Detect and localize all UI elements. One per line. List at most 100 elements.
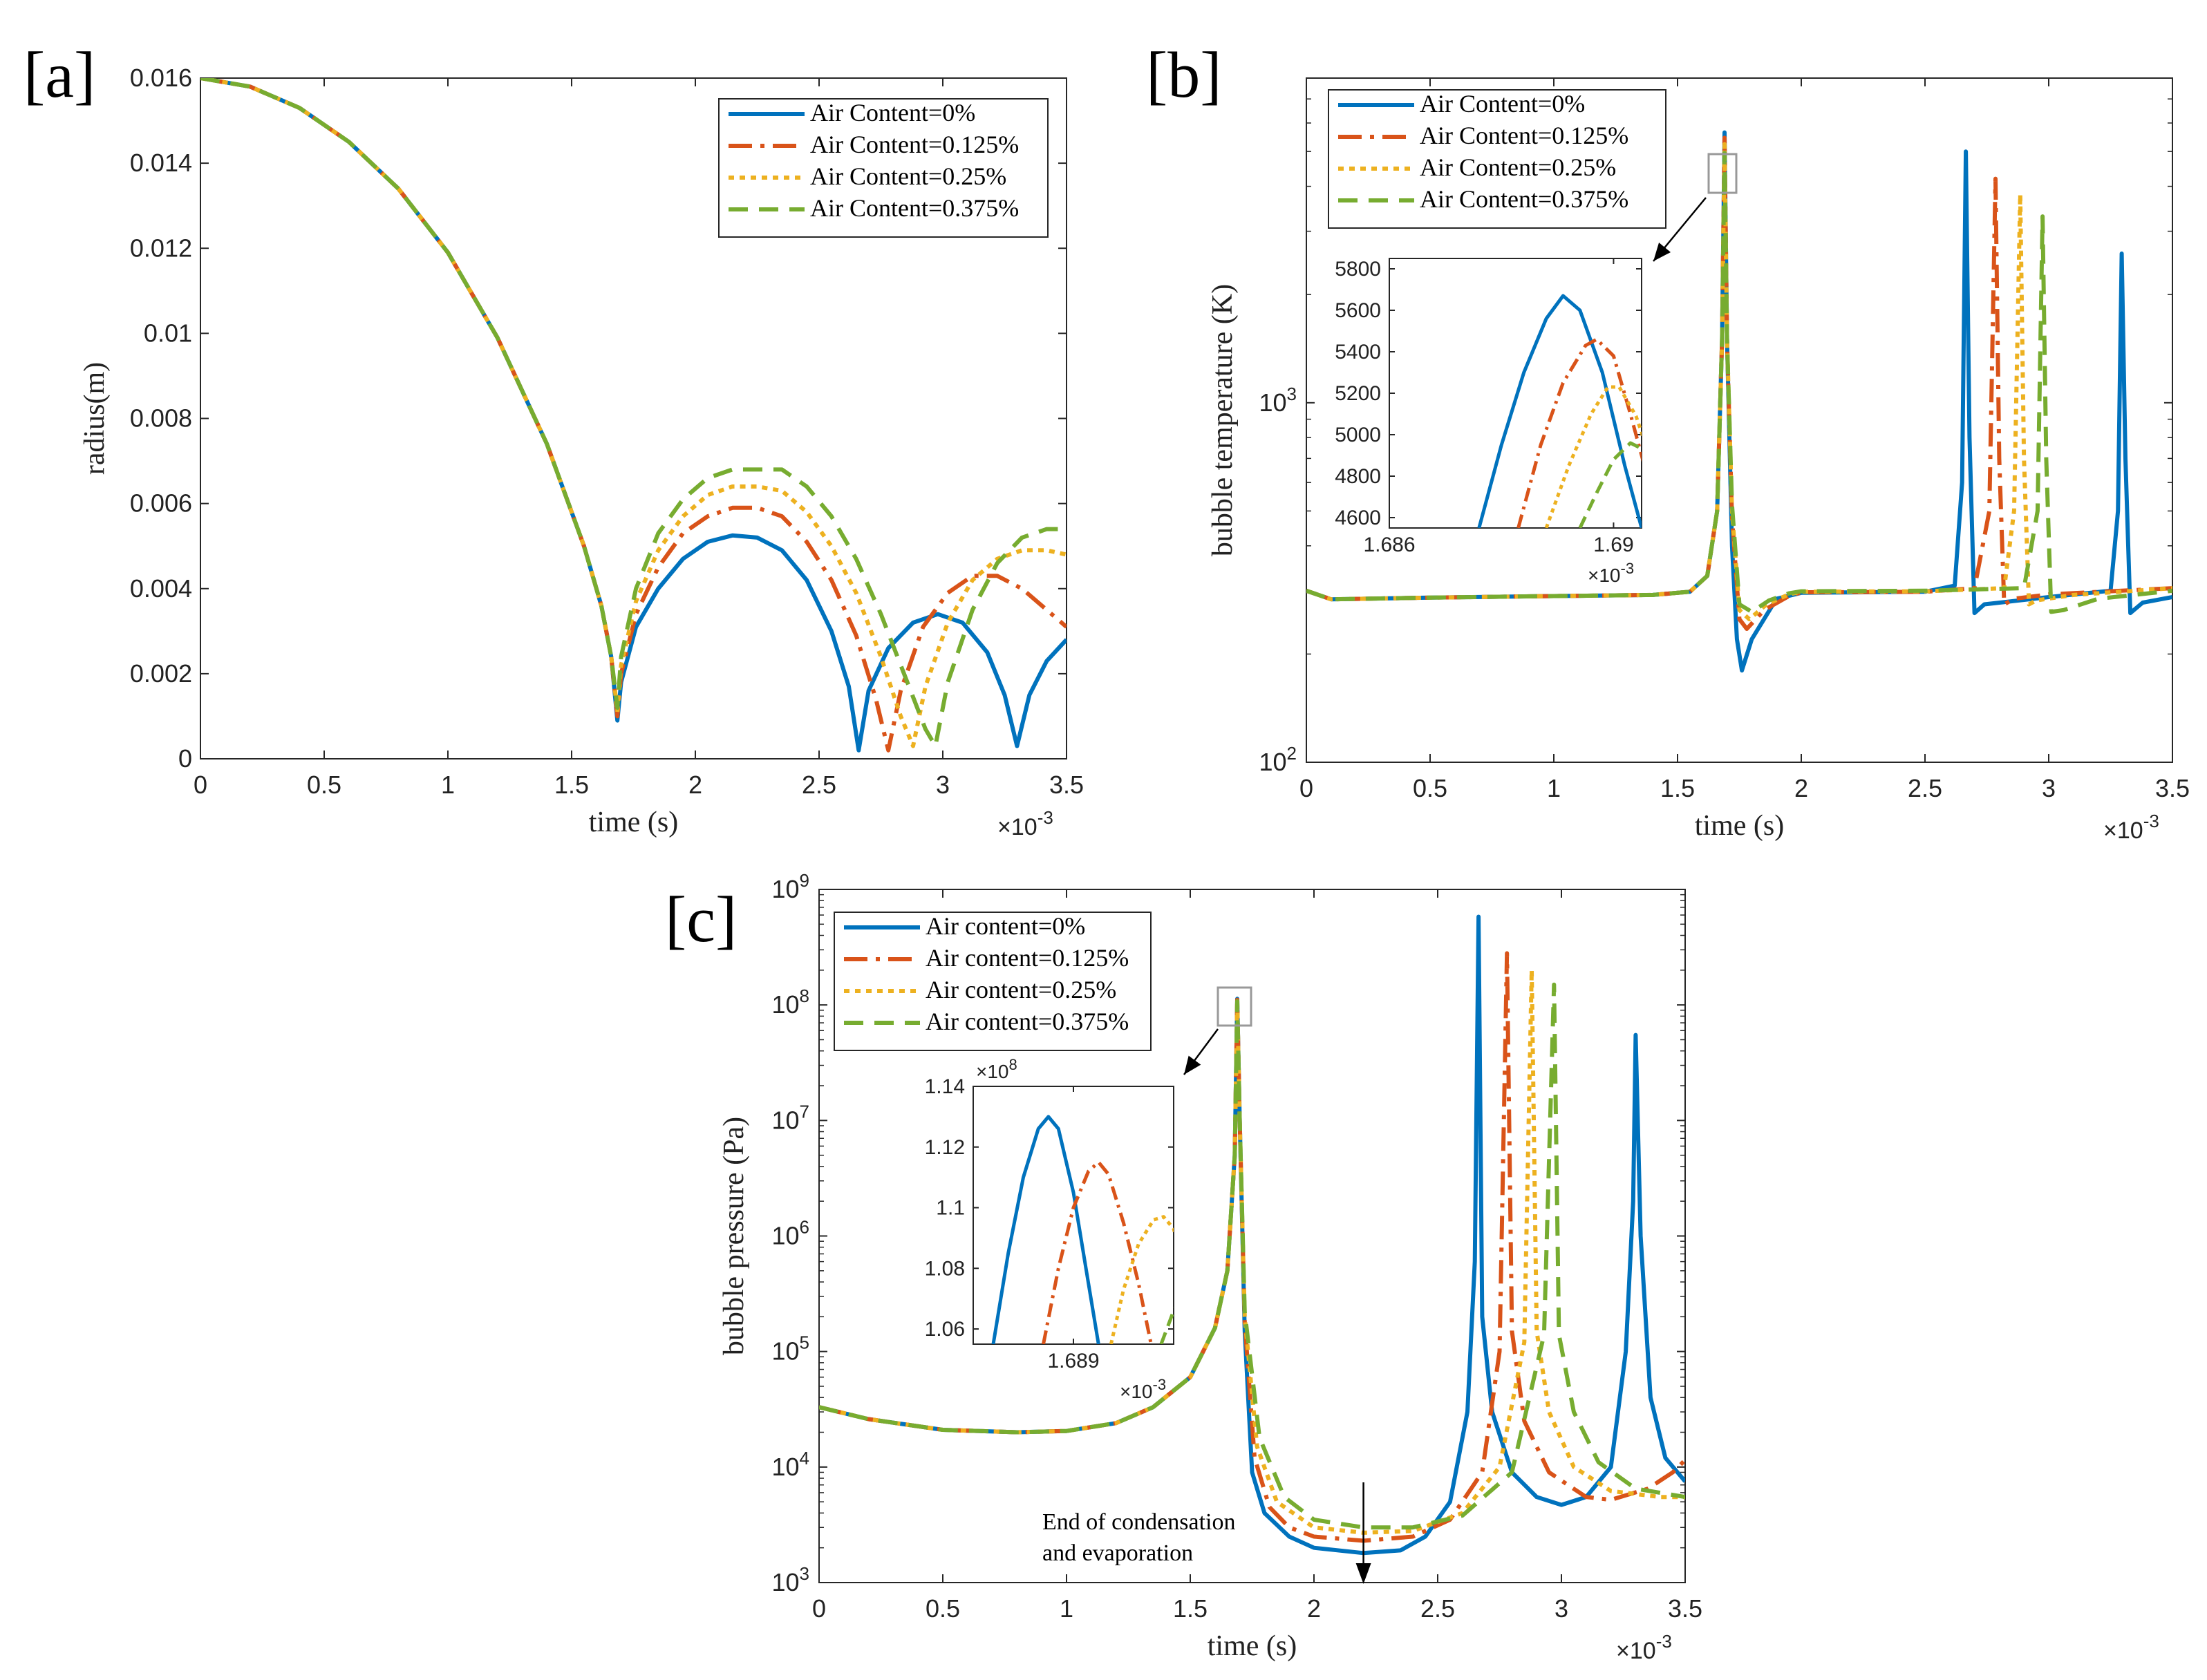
plot-area [973,1086,1174,1345]
y-tick-label-exp: 3 [1287,384,1297,404]
y-tick-label-exp: 5 [800,1332,809,1353]
y-tick-label: 103 [1259,384,1297,417]
x-multiplier-base: ×10 [997,814,1037,840]
y-tick-label: 1.06 [925,1318,965,1341]
x-tick-label: 0 [1299,774,1313,802]
y-tick-label: 0.014 [130,149,192,177]
x-tick-label: 1.686 [1363,534,1415,556]
y-tick-label: 5200 [1335,382,1381,405]
legend-box [1328,89,1666,229]
y-axis-label: bubble temperature (K) [1207,284,1239,556]
annotation-line-1: End of condensation [1042,1509,1236,1535]
series-line-3 [819,982,1685,1530]
y-tick-label: 104 [771,1448,809,1481]
x-tick-label: 2 [688,771,702,799]
legend-label-0: Air content=0% [926,912,1085,940]
y-tick-label: 0.006 [130,489,192,518]
panel-label: [b] [1146,39,1222,111]
x-tick-label: 1 [1060,1594,1073,1623]
y-tick-label: 4800 [1335,465,1381,488]
y-tick-label-base: 10 [771,1453,799,1481]
x-axis-label: time (s) [1208,1630,1297,1662]
y-tick-label: 108 [771,985,809,1019]
inset-x-multiplier: ×10-3 [1588,560,1634,586]
y-tick-label: 0.008 [130,404,192,433]
x-multiplier-exp: -3 [2143,811,2159,831]
plot-area [1389,258,1642,529]
legend-label-0: Air Content=0% [1420,90,1585,117]
x-tick-label: 1.5 [1660,774,1695,802]
x-tick-label: 3 [1555,1594,1568,1623]
y-tick-label: 5400 [1335,341,1381,364]
y-tick-label: 107 [771,1101,809,1134]
y-tick-label-exp: 2 [1287,743,1297,764]
x-axis-label: time (s) [1695,810,1784,842]
x-multiplier: ×10-3 [997,807,1053,840]
x-tick-label: 1.5 [1173,1594,1208,1623]
legend-label-2: Air Content=0.25% [810,162,1006,190]
legend-box [718,98,1049,238]
y-tick-label-base: 10 [771,1568,799,1596]
series-line-3 [1578,441,1642,528]
y-tick-label: 5000 [1335,424,1381,446]
y-tick-label: 109 [771,870,809,903]
y-tick-label: 0.016 [130,64,192,92]
x-tick-label: 3 [2042,774,2056,802]
series-line-0 [1477,294,1642,528]
x-tick-label: 0.5 [926,1594,960,1623]
x-multiplier-base: ×10 [1616,1638,1656,1664]
y-tick-label-exp: 3 [800,1563,809,1584]
y-tick-label-exp: 9 [800,870,809,891]
y-tick-label: 105 [771,1332,809,1366]
annotation-arrow-head [1355,1563,1371,1584]
inset-x-multiplier-exp: -3 [1621,560,1635,577]
y-tick-label: 1.1 [936,1197,965,1220]
panel-a: 0 0.5 1 1.5 2 2.5 3 3.5 0 0.002 0.004 0.006 0.008 0.0… [24,39,1084,840]
inset-y-multiplier-base: ×10 [976,1061,1009,1082]
legend-label-1: Air Content=0.125% [810,131,1019,158]
x-multiplier-exp: -3 [1037,807,1053,828]
y-tick-label: 102 [1259,743,1297,776]
inset-x-multiplier-exp: -3 [1153,1376,1167,1393]
inset-y-multiplier: ×108 [976,1056,1017,1082]
x-axis-label: time (s) [589,806,678,838]
panel-c: 0 0.5 1 1.5 2 2.5 3 3.5103104105106107108109[c]… [665,870,1702,1664]
x-tick-label: 2.5 [1908,774,1942,802]
series-line-1 [200,78,1067,753]
y-tick-label-exp: 4 [800,1448,809,1469]
y-tick-label: 106 [771,1217,809,1250]
x-multiplier-base: ×10 [2103,818,2143,844]
y-tick-label: 4600 [1335,507,1381,529]
y-tick-label-base: 10 [1259,388,1286,417]
x-tick-label: 0 [812,1594,826,1623]
x-tick-label: 1.689 [1047,1350,1099,1372]
legend-label-2: Air content=0.25% [926,976,1116,1003]
inset-x-multiplier: ×10-3 [1120,1376,1166,1402]
y-tick-label-base: 10 [771,990,799,1019]
x-tick-label: 0.5 [1413,774,1447,802]
series-line-0 [991,1115,1100,1344]
series-line-2 [1306,142,2172,621]
x-tick-label: 3.5 [2155,774,2190,802]
y-tick-label-base: 10 [771,1337,799,1366]
x-tick-label: 2 [1307,1594,1321,1623]
y-tick-label-exp: 7 [800,1101,809,1122]
x-tick-label: 0.5 [307,771,341,799]
series-line-3 [200,78,1067,748]
y-tick-label: 1.14 [925,1075,965,1098]
y-tick-label: 0 [178,744,192,773]
x-multiplier-exp: -3 [1656,1631,1672,1652]
legend-label-3: Air content=0.375% [926,1008,1129,1035]
y-tick-label: 5600 [1335,299,1381,322]
y-axis-label: bubble pressure (Pa) [718,1117,750,1355]
series-line-2 [819,968,1685,1535]
y-tick-label: 1.08 [925,1257,965,1280]
zoom-arrow-head [1653,242,1671,261]
panel-label: [a] [24,39,95,111]
y-tick-label: 1.12 [925,1136,965,1159]
y-tick-label: 0.01 [144,319,192,347]
series-line-3 [1306,151,2172,614]
